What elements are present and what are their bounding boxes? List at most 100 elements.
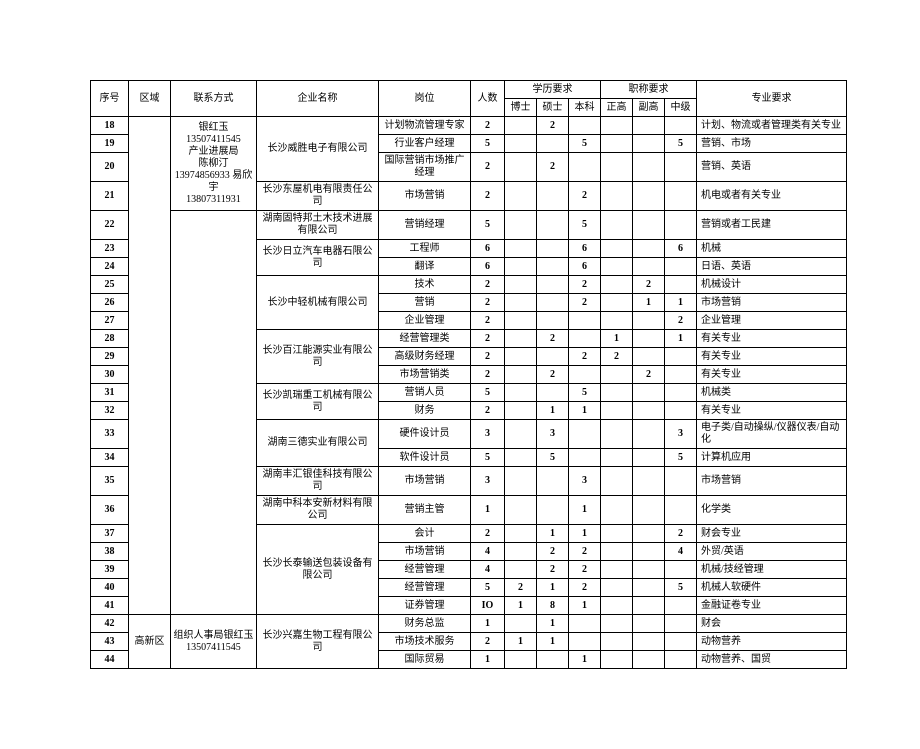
cell-seq: 21	[91, 182, 129, 211]
cell-mid	[665, 258, 697, 276]
cell-doctor: 2	[505, 579, 537, 597]
cell-count: 5	[471, 449, 505, 467]
cell-seq: 28	[91, 330, 129, 348]
cell-bachelor: 1	[569, 525, 601, 543]
cell-doctor	[505, 258, 537, 276]
cell-doctor	[505, 543, 537, 561]
cell-seq: 24	[91, 258, 129, 276]
cell-count: 1	[471, 615, 505, 633]
cell-major: 日语、英语	[697, 258, 847, 276]
cell-major: 有关专业	[697, 348, 847, 366]
cell-master: 1	[537, 402, 569, 420]
table-row: 42高新区组织人事局银红玉 13507411545长沙兴嘉生物工程有限公司财务总…	[91, 615, 847, 633]
cell-mid: 5	[665, 579, 697, 597]
cell-master: 2	[537, 543, 569, 561]
cell-doctor	[505, 330, 537, 348]
cell-doctor	[505, 211, 537, 240]
cell-major: 金融证卷专业	[697, 597, 847, 615]
th-associate: 副高	[633, 99, 665, 117]
cell-senior	[601, 117, 633, 135]
cell-major: 机械设计	[697, 276, 847, 294]
cell-position: 软件设计员	[379, 449, 471, 467]
cell-master	[537, 467, 569, 496]
cell-count: 2	[471, 182, 505, 211]
cell-mid	[665, 561, 697, 579]
cell-associate	[633, 525, 665, 543]
cell-associate	[633, 117, 665, 135]
cell-count: 5	[471, 384, 505, 402]
cell-mid: 3	[665, 420, 697, 449]
cell-doctor	[505, 117, 537, 135]
cell-company: 湖南中科本安新材料有限公司	[257, 496, 379, 525]
cell-bachelor: 5	[569, 211, 601, 240]
cell-major: 企业管理	[697, 312, 847, 330]
header-row-1: 序号 区域 联系方式 企业名称 岗位 人数 学历要求 职称要求 专业要求	[91, 81, 847, 99]
cell-doctor	[505, 615, 537, 633]
cell-associate: 1	[633, 294, 665, 312]
cell-mid	[665, 496, 697, 525]
cell-bachelor: 5	[569, 135, 601, 153]
cell-master: 8	[537, 597, 569, 615]
cell-major: 机械类	[697, 384, 847, 402]
cell-doctor	[505, 294, 537, 312]
cell-senior	[601, 402, 633, 420]
cell-count: 2	[471, 117, 505, 135]
cell-major: 市场营销	[697, 467, 847, 496]
th-master: 硕士	[537, 99, 569, 117]
cell-associate: 2	[633, 276, 665, 294]
cell-bachelor: 2	[569, 182, 601, 211]
cell-major: 有关专业	[697, 330, 847, 348]
cell-master	[537, 276, 569, 294]
cell-doctor	[505, 135, 537, 153]
cell-mid: 5	[665, 135, 697, 153]
cell-seq: 36	[91, 496, 129, 525]
cell-seq: 26	[91, 294, 129, 312]
cell-bachelor	[569, 312, 601, 330]
cell-company: 长沙东屋机电有限责任公司	[257, 182, 379, 211]
cell-position: 营销经理	[379, 211, 471, 240]
cell-seq: 40	[91, 579, 129, 597]
cell-master: 1	[537, 579, 569, 597]
cell-company: 长沙长泰输送包装设备有限公司	[257, 525, 379, 615]
cell-mid: 2	[665, 525, 697, 543]
cell-bachelor: 2	[569, 294, 601, 312]
cell-senior	[601, 135, 633, 153]
cell-associate	[633, 384, 665, 402]
cell-bachelor	[569, 615, 601, 633]
cell-count: 2	[471, 525, 505, 543]
cell-major: 外贸/英语	[697, 543, 847, 561]
cell-company: 长沙兴嘉生物工程有限公司	[257, 615, 379, 669]
cell-associate	[633, 182, 665, 211]
cell-company: 湖南丰汇银佳科技有限公司	[257, 467, 379, 496]
cell-position: 行业客户经理	[379, 135, 471, 153]
cell-seq: 44	[91, 651, 129, 669]
cell-associate: 2	[633, 366, 665, 384]
cell-count: 3	[471, 467, 505, 496]
cell-major: 机械/技经管理	[697, 561, 847, 579]
cell-doctor	[505, 467, 537, 496]
cell-senior: 1	[601, 330, 633, 348]
th-region: 区域	[129, 81, 171, 117]
cell-doctor	[505, 496, 537, 525]
cell-count: 2	[471, 294, 505, 312]
cell-bachelor: 6	[569, 240, 601, 258]
cell-master	[537, 651, 569, 669]
cell-associate	[633, 496, 665, 525]
cell-bachelor: 1	[569, 597, 601, 615]
cell-master	[537, 135, 569, 153]
cell-senior	[601, 182, 633, 211]
cell-position: 硬件设计员	[379, 420, 471, 449]
cell-senior	[601, 615, 633, 633]
cell-senior	[601, 561, 633, 579]
cell-senior	[601, 543, 633, 561]
cell-position: 证券管理	[379, 597, 471, 615]
cell-doctor	[505, 348, 537, 366]
cell-senior	[601, 258, 633, 276]
cell-senior	[601, 597, 633, 615]
cell-major: 营销、市场	[697, 135, 847, 153]
cell-bachelor: 1	[569, 651, 601, 669]
cell-associate	[633, 402, 665, 420]
cell-position: 经营管理类	[379, 330, 471, 348]
cell-senior	[601, 633, 633, 651]
cell-bachelor	[569, 449, 601, 467]
